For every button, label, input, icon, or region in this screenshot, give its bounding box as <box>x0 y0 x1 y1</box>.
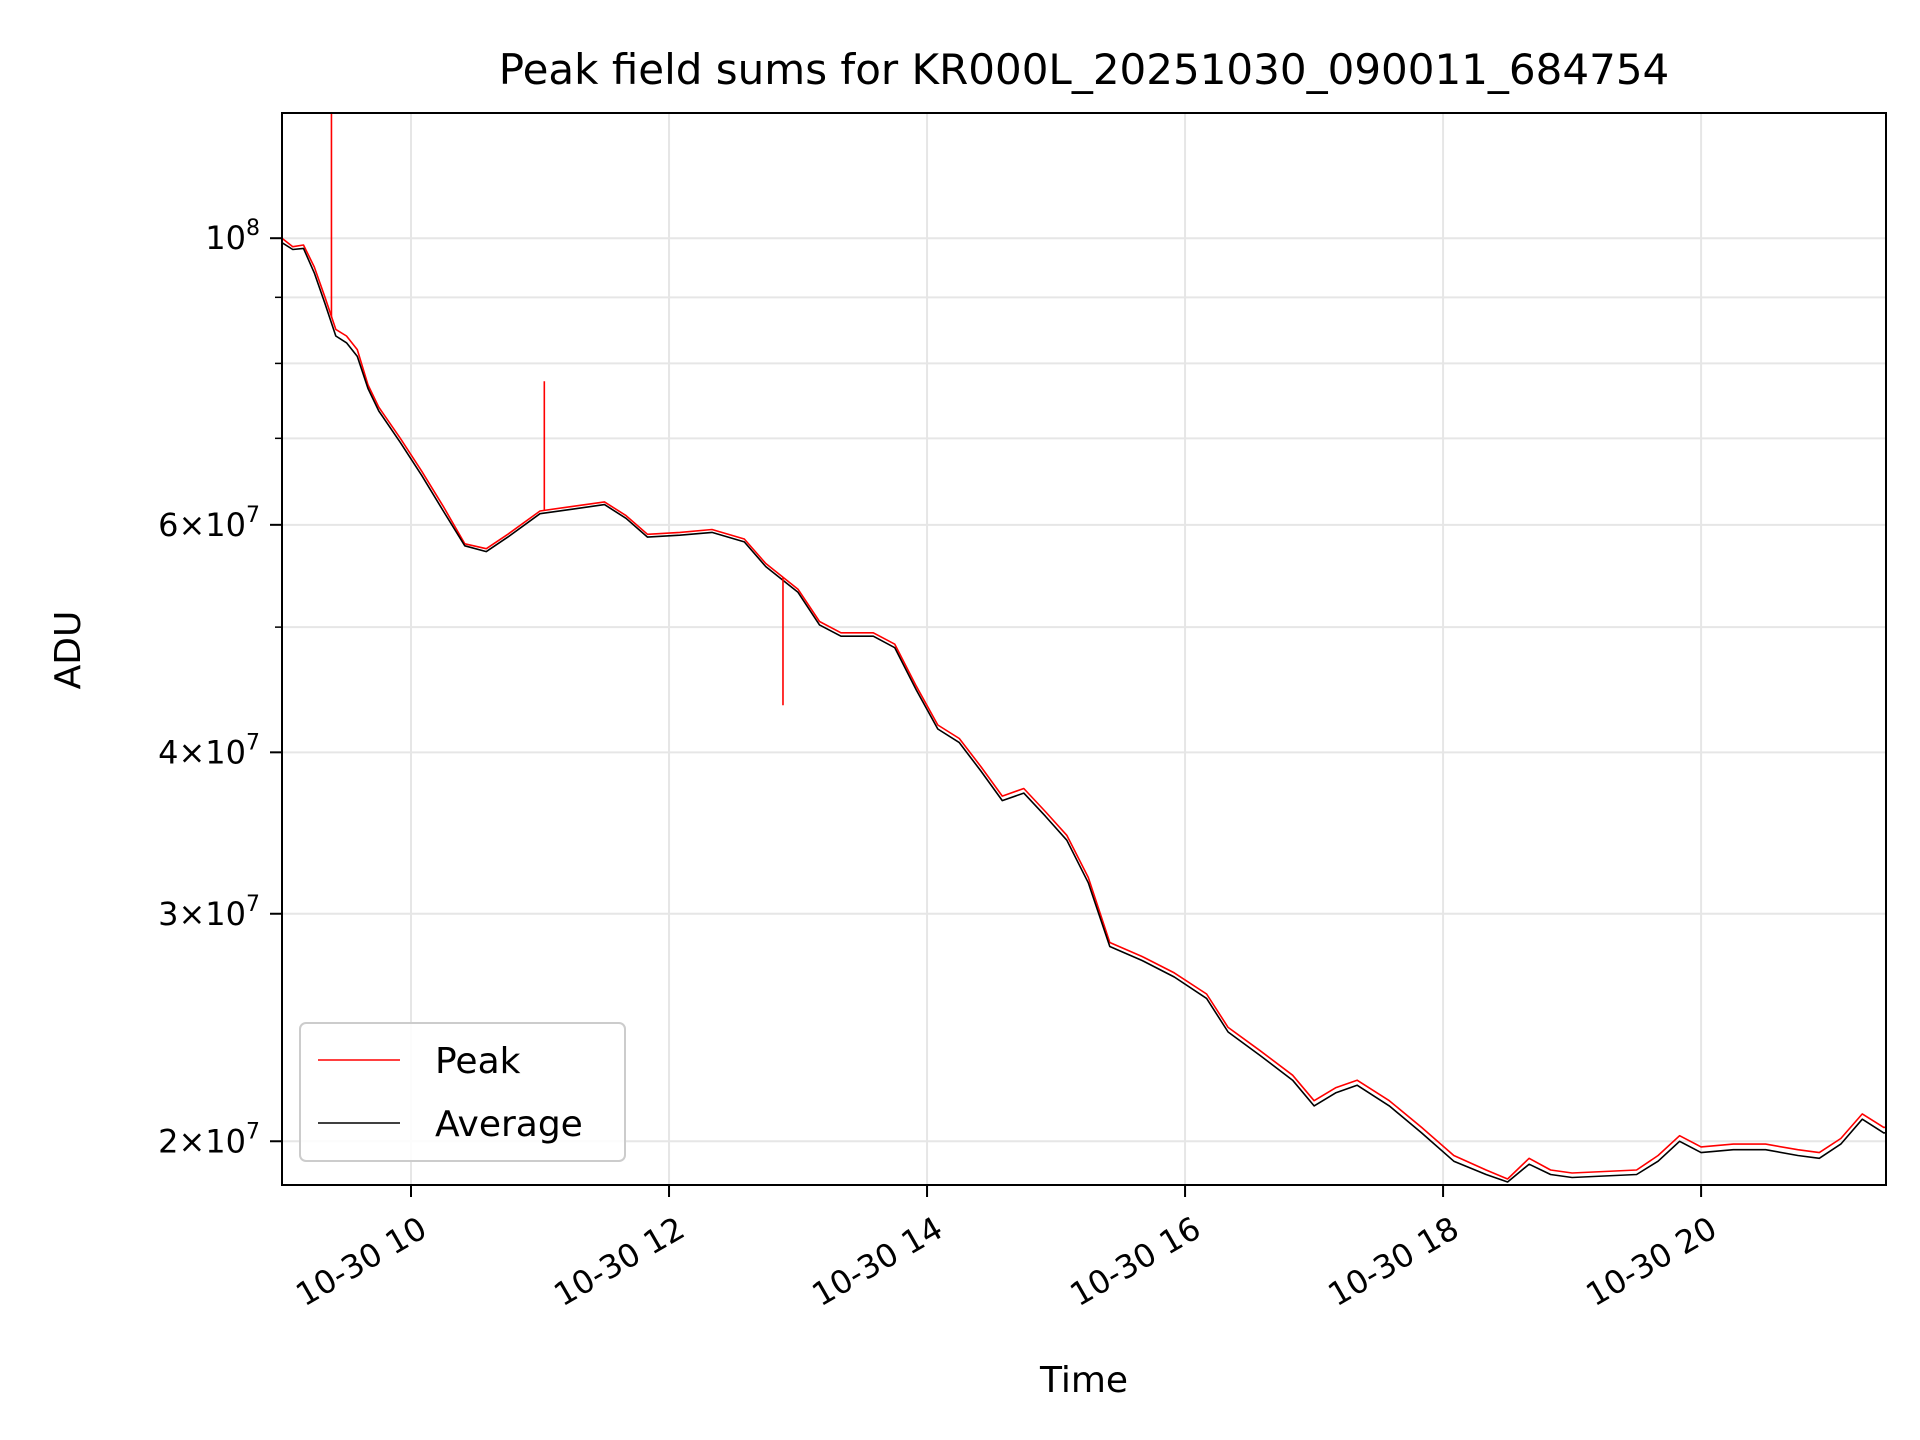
series-line-average <box>282 242 1886 1183</box>
plot-lines <box>282 113 1886 1183</box>
y-tick-label: 108 <box>205 216 260 257</box>
y-tick-label: 3×107 <box>158 892 260 933</box>
chart-title: Peak field sums for KR000L_20251030_0900… <box>499 45 1670 94</box>
x-axis-label: Time <box>1039 1360 1128 1401</box>
legend-box <box>299 1022 626 1162</box>
y-axis-label: ADU <box>48 611 89 690</box>
legend-label-average: Average <box>435 1104 583 1145</box>
series-line-peak <box>282 237 1886 1180</box>
y-ticks: 2×107 3×107 4×107 6×107 108 <box>158 216 282 1160</box>
y-tick-label: 2×107 <box>158 1119 260 1160</box>
y-tick-label: 4×107 <box>158 730 260 771</box>
legend-label-peak: Peak <box>435 1041 521 1082</box>
y-tick-label: 6×107 <box>158 503 260 544</box>
legend: Peak Average <box>299 1022 626 1162</box>
plot-frame <box>281 112 1887 1186</box>
